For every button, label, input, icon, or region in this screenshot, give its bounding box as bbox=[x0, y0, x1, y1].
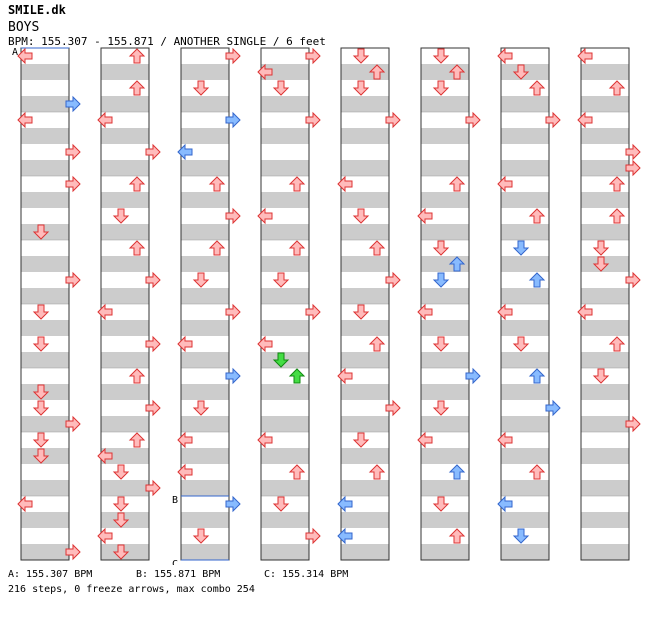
section-marker-label: C bbox=[172, 559, 178, 565]
chart-column bbox=[20, 47, 70, 561]
chart-column bbox=[100, 47, 150, 561]
step-stats: 216 steps, 0 freeze arrows, max combo 25… bbox=[8, 584, 255, 595]
chart-column bbox=[180, 47, 230, 561]
chart-column bbox=[500, 47, 550, 561]
bpm-difficulty-line: BPM: 155.307 - 155.871 / ANOTHER SINGLE … bbox=[8, 35, 326, 48]
section-marker-label: A bbox=[12, 47, 18, 58]
chart-column bbox=[260, 47, 310, 561]
artist-name: SMILE.dk bbox=[8, 3, 66, 17]
bpm-legend-b: B: 155.871 BPM bbox=[136, 569, 221, 580]
bpm-legend-a: A: 155.307 BPM bbox=[8, 569, 93, 580]
chart-column bbox=[340, 47, 390, 561]
song-title: BOYS bbox=[8, 20, 40, 35]
step-chart: A B C bbox=[12, 47, 641, 565]
bpm-legend-c: C: 155.314 BPM bbox=[264, 569, 349, 580]
bpm-legend: A: 155.307 BPM B: 155.871 BPM C: 155.314 B… bbox=[8, 569, 348, 580]
section-marker-label: B bbox=[172, 495, 178, 506]
chart-column bbox=[580, 47, 630, 561]
chart-column bbox=[420, 47, 470, 561]
